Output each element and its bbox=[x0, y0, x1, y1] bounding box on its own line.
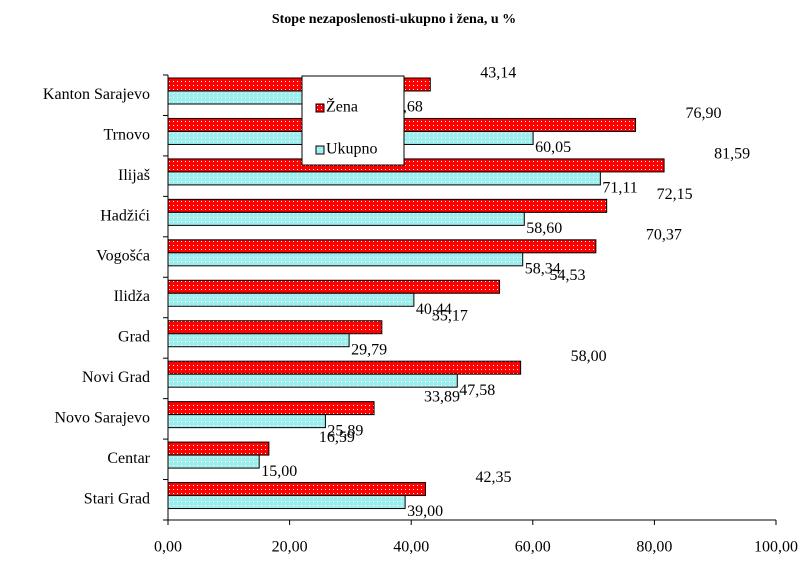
y-tick-label: Vogošća bbox=[96, 248, 150, 265]
value-label: 60,05 bbox=[535, 139, 571, 156]
bar bbox=[167, 279, 501, 294]
bar bbox=[167, 414, 326, 429]
legend-swatch bbox=[315, 145, 325, 155]
y-tick-label: Kanton Sarajevo bbox=[43, 86, 150, 103]
y-tick-label: Trnovo bbox=[103, 126, 150, 143]
y-tick-label: Centar bbox=[107, 450, 150, 467]
y-tick-label: Stari Grad bbox=[84, 490, 150, 507]
bar bbox=[167, 320, 383, 335]
bar bbox=[167, 239, 597, 254]
bar bbox=[167, 292, 415, 307]
value-label: 25,89 bbox=[327, 422, 363, 439]
legend-label: Žena bbox=[326, 97, 358, 116]
value-label: 33,89 bbox=[424, 388, 460, 405]
legend-label: Ukupno bbox=[326, 141, 378, 158]
bar bbox=[167, 482, 426, 497]
chart-title: Stope nezaposlenosti-ukupno i žena, u % bbox=[272, 12, 516, 27]
bar bbox=[167, 373, 458, 388]
x-tick-label: 100,00 bbox=[754, 539, 798, 556]
value-label: 42,35 bbox=[475, 469, 511, 486]
value-label: 58,00 bbox=[571, 348, 607, 365]
value-label: 76,90 bbox=[686, 105, 722, 122]
value-label: 72,15 bbox=[657, 186, 693, 203]
value-label: 43,14 bbox=[480, 65, 516, 82]
y-tick-label: Ilijaš bbox=[118, 167, 150, 184]
value-label: 47,58 bbox=[459, 382, 495, 399]
bar bbox=[167, 441, 270, 456]
x-tick-label: 80,00 bbox=[636, 539, 672, 556]
value-label: 15,00 bbox=[261, 463, 297, 480]
value-label: 39,00 bbox=[407, 503, 443, 520]
value-label: 70,37 bbox=[646, 226, 682, 243]
value-label: 40,44 bbox=[416, 301, 452, 318]
value-label: 16,59 bbox=[319, 429, 355, 446]
bar bbox=[167, 171, 601, 186]
legend-swatch bbox=[315, 103, 325, 113]
value-label: 81,59 bbox=[714, 146, 750, 163]
bar bbox=[167, 454, 260, 469]
bar bbox=[167, 401, 375, 416]
y-tick-label: Hadžići bbox=[100, 207, 150, 224]
y-tick-label: Grad bbox=[118, 329, 150, 346]
y-tick-label: Ilidža bbox=[114, 288, 150, 305]
y-tick-label: Novi Grad bbox=[82, 369, 150, 386]
bar bbox=[167, 198, 608, 213]
value-label: 58,60 bbox=[526, 220, 562, 237]
x-tick-label: 20,00 bbox=[272, 539, 308, 556]
x-tick-label: 0,00 bbox=[154, 539, 182, 556]
value-label: 71,11 bbox=[602, 180, 637, 197]
value-label: 29,79 bbox=[351, 341, 387, 358]
y-tick-label: Novo Sarajevo bbox=[54, 410, 150, 427]
x-tick-label: 40,00 bbox=[393, 539, 429, 556]
bar bbox=[167, 252, 524, 267]
value-label: 54,53 bbox=[550, 267, 586, 284]
value-label: 35,17 bbox=[432, 307, 468, 324]
bar bbox=[167, 158, 665, 173]
bar bbox=[167, 360, 522, 375]
x-tick-label: 60,00 bbox=[515, 539, 551, 556]
bar bbox=[167, 211, 525, 226]
bar bbox=[167, 333, 350, 348]
bar bbox=[167, 495, 406, 510]
value-label: 58,34 bbox=[525, 260, 561, 277]
